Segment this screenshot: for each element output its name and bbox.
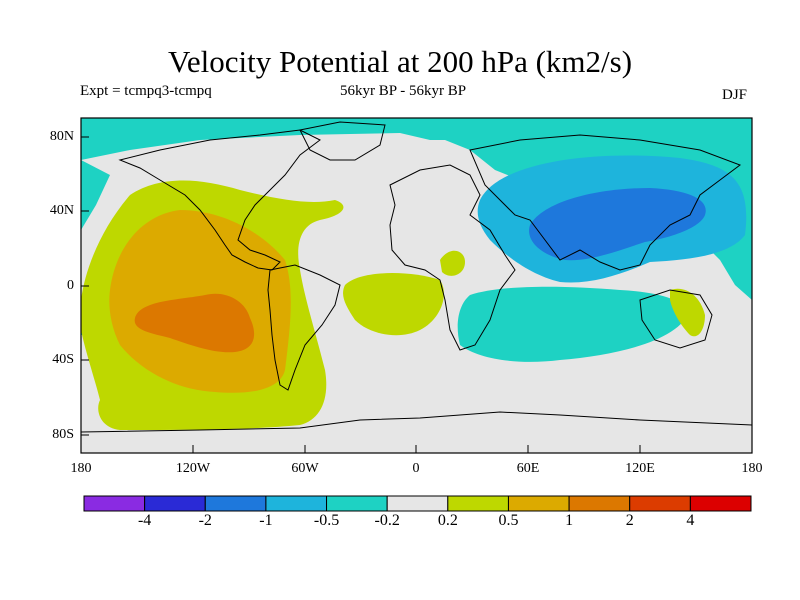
colorbar-swatch (83, 495, 146, 512)
experiment-label: Expt = tcmpq3-tcmpq (80, 83, 212, 99)
colorbar-label: -2 (198, 512, 212, 529)
lon-label-60w: 60W (291, 461, 319, 476)
colorbar-swatch (326, 495, 388, 512)
negative-region-indian-ocean (457, 286, 690, 362)
lon-label-120w: 120W (175, 461, 211, 476)
colorbar-label: -0.2 (374, 512, 400, 529)
colorbar-label: -0.5 (313, 512, 340, 529)
coast-australia (639, 289, 713, 349)
colorbar-swatch (689, 495, 752, 512)
chart-title: Velocity Potential at 200 hPa (km2/s) (167, 44, 633, 79)
colorbar (83, 495, 752, 512)
colorbar-swatch (386, 495, 449, 512)
colorbar-swatch (447, 495, 509, 512)
positive-region-pacific-core (134, 293, 255, 353)
colorbar-label: 1 (565, 512, 574, 529)
period-label: 56kyr BP - 56kyr BP (340, 83, 467, 99)
colorbar-swatch (629, 495, 691, 512)
coast-africa-europe (389, 164, 516, 351)
coast-asia (469, 134, 742, 271)
lon-label-60e: 60E (516, 461, 540, 476)
negative-region-asia-core (529, 188, 706, 261)
lon-label-0: 0 (412, 461, 420, 476)
colorbar-swatch (568, 495, 631, 512)
season-label: DJF (722, 87, 748, 103)
lat-label-eq: 0 (67, 278, 74, 293)
lon-label-180w: 180 (70, 461, 92, 476)
contour-fill-layer (81, 118, 752, 453)
lon-label-180e: 180 (741, 461, 763, 476)
coast-antarctica (81, 411, 752, 433)
colorbar-swatch (204, 495, 267, 512)
lon-label-120e: 120E (625, 461, 655, 476)
axis-ticks (80, 136, 753, 453)
lat-label-40s: 40S (52, 352, 74, 367)
colorbar-swatch (507, 495, 570, 512)
coast-greenland (299, 121, 386, 161)
coast-north-america (118, 129, 321, 271)
colorbar-label: 0.2 (437, 512, 458, 529)
lat-label-80s: 80S (52, 427, 74, 442)
colorbar-swatch (144, 495, 206, 512)
lat-label-40n: 40N (49, 203, 74, 218)
coastlines (81, 121, 752, 433)
colorbar-label: 2 (625, 512, 634, 529)
lat-label-80n: 80N (49, 129, 74, 144)
colorbar-swatch (265, 495, 328, 512)
colorbar-label: -1 (259, 512, 273, 529)
positive-region-atlantic (343, 273, 444, 336)
coast-south-america (267, 264, 341, 391)
colorbar-label: -4 (137, 512, 152, 529)
colorbar-label: 0.5 (498, 512, 519, 529)
positive-region-australia (670, 288, 705, 337)
colorbar-label: 4 (686, 512, 695, 529)
positive-region-africa (440, 250, 465, 276)
